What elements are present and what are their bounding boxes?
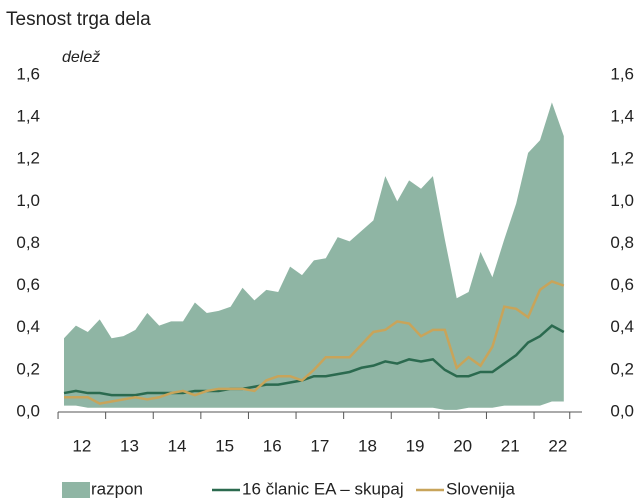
y2-tick-label: 0,2 — [610, 359, 634, 378]
x-tick-label: 18 — [358, 436, 377, 455]
y2-tick-label: 1,2 — [610, 149, 634, 168]
x-tick-label: 17 — [310, 436, 329, 455]
x-tick-label: 13 — [120, 436, 139, 455]
series-line — [64, 280, 565, 405]
range-area — [64, 102, 564, 410]
x-tick-label: 21 — [501, 436, 520, 455]
y2-tick-label: 1,4 — [610, 107, 634, 126]
y-tick-label: 1,6 — [16, 64, 40, 83]
x-tick-label: 15 — [215, 436, 234, 455]
y2-tick-label: 0,8 — [610, 233, 634, 252]
x-tick-label: 20 — [453, 436, 472, 455]
y-tick-label: 0,2 — [16, 359, 40, 378]
y2-tick-label: 1,6 — [610, 64, 634, 83]
chart-title: Tesnost trga dela — [6, 9, 151, 30]
y-tick-label: 0,0 — [16, 401, 40, 420]
y-tick-label: 0,4 — [16, 317, 40, 336]
x-tick-label: 22 — [548, 436, 567, 455]
x-tick-label: 16 — [263, 436, 282, 455]
legend-label: razpon — [91, 479, 143, 498]
series-line — [63, 324, 565, 397]
legend-label: Slovenija — [446, 479, 516, 498]
y2-tick-label: 0,4 — [610, 317, 634, 336]
y-tick-label: 1,0 — [16, 191, 40, 210]
legend-swatch — [62, 482, 90, 498]
x-tick-label: 19 — [406, 436, 425, 455]
y2-tick-label: 0,0 — [610, 401, 634, 420]
y-tick-label: 0,6 — [16, 275, 40, 294]
x-tick-label: 14 — [168, 436, 187, 455]
legend-label: 16 članic EA – skupaj — [242, 479, 404, 498]
y-tick-label: 0,8 — [16, 233, 40, 252]
y2-tick-label: 1,0 — [610, 191, 634, 210]
y2-tick-label: 0,6 — [610, 275, 634, 294]
x-tick-label: 12 — [72, 436, 91, 455]
y-tick-label: 1,4 — [16, 107, 40, 126]
y-tick-label: 1,2 — [16, 149, 40, 168]
y-axis-label: delež — [62, 49, 100, 66]
